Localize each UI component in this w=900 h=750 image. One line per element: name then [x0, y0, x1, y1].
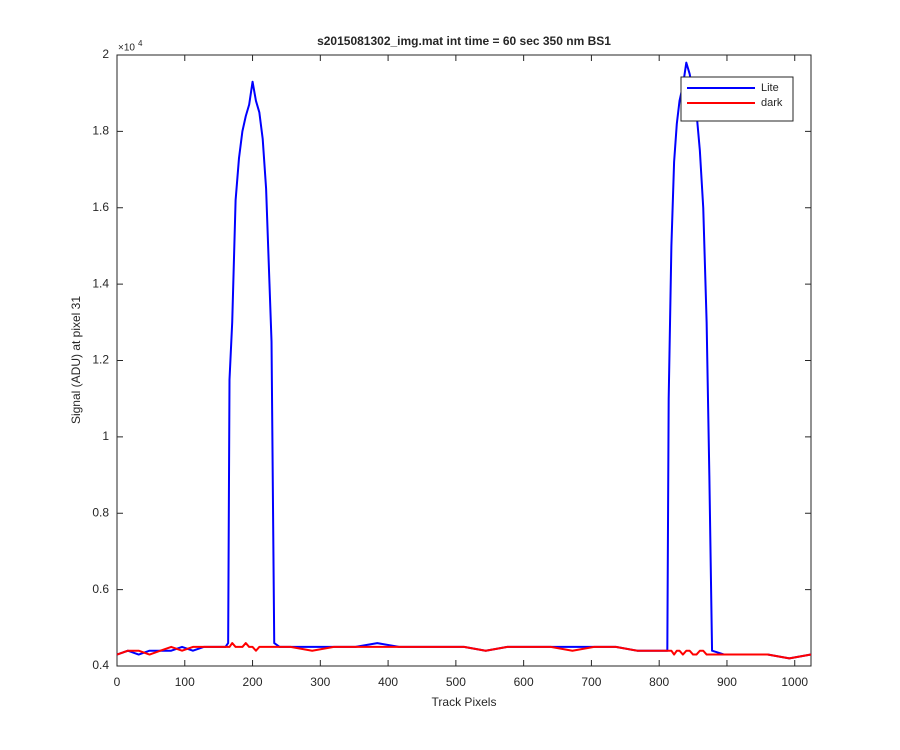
x-tick-label: 300 [310, 675, 330, 689]
legend-box [680, 76, 794, 122]
y-tick-label: 1.4 [92, 276, 109, 290]
x-tick-label: 0 [114, 675, 121, 689]
y-axis-label: Signal (ADU) at pixel 31 [69, 296, 83, 424]
x-tick-label: 500 [446, 675, 466, 689]
x-tick-label: 200 [243, 675, 263, 689]
y-tick-label: 2 [102, 47, 109, 61]
plot-area [116, 54, 812, 667]
y-tick-label: 0.8 [92, 505, 109, 519]
chart-title: s2015081302_img.mat int time = 60 sec 35… [317, 34, 611, 48]
y-exponent-base: ×10 [118, 43, 135, 54]
x-tick-label: 400 [378, 675, 398, 689]
y-tick-label: 1.8 [92, 124, 109, 138]
x-tick-label: 900 [717, 675, 737, 689]
legend-label: dark [761, 97, 783, 109]
x-tick-label: 700 [581, 675, 601, 689]
y-tick-label: 1.2 [92, 353, 109, 367]
x-tick-label: 800 [649, 675, 669, 689]
y-tick-label: 1 [102, 429, 109, 443]
y-tick-label: 1.6 [92, 200, 109, 214]
legend-label: Lite [761, 82, 779, 94]
series-line [116, 642, 812, 660]
x-tick-label: 100 [175, 675, 195, 689]
y-exponent-power: 4 [138, 39, 143, 48]
x-axis-label: Track Pixels [432, 695, 497, 709]
x-tick-label: 600 [514, 675, 534, 689]
x-tick-label: 1000 [781, 675, 808, 689]
y-tick-label: 0.4 [92, 658, 109, 672]
y-tick-label: 0.6 [92, 582, 109, 596]
